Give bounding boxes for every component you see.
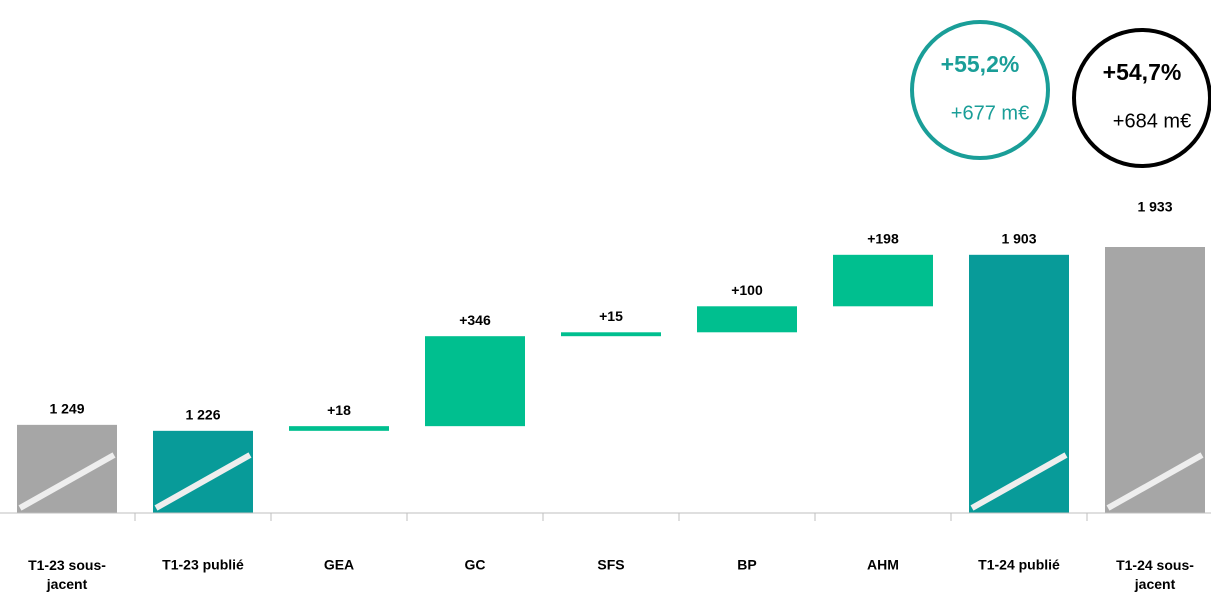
value-label: 1 249 — [49, 401, 84, 417]
axis-break — [1106, 452, 1204, 511]
bar — [289, 426, 389, 431]
x-tick-label: GC — [465, 557, 486, 573]
bar — [697, 306, 797, 333]
axis-break — [154, 452, 252, 511]
value-label: 1 226 — [185, 407, 220, 423]
value-label: +15 — [599, 308, 623, 324]
bubble-text: +677 m€ — [951, 102, 1029, 124]
bubble — [1072, 28, 1211, 168]
axis-break — [970, 452, 1068, 511]
x-tick-label: T1-23 publié — [162, 557, 244, 573]
x-tick-label: SFS — [597, 557, 624, 573]
value-label: +100 — [731, 282, 763, 298]
bar — [425, 336, 525, 427]
bubble-title: +54,7% — [1103, 59, 1182, 85]
value-label: +198 — [867, 231, 899, 247]
bar — [833, 254, 933, 307]
axis-break — [18, 452, 116, 511]
value-label: 1 903 — [1001, 231, 1036, 247]
bubble-title: +55,2% — [941, 51, 1020, 77]
value-label: +18 — [327, 402, 351, 418]
x-tick-label: GEA — [324, 557, 354, 573]
bar — [1105, 247, 1205, 513]
x-tick-label: AHM — [867, 557, 899, 573]
value-label: +346 — [459, 312, 491, 328]
x-tick-label: T1-24 sous-jacent — [1116, 557, 1194, 592]
x-tick-label: BP — [737, 557, 756, 573]
bar — [969, 254, 1069, 513]
value-label: 1 933 — [1137, 199, 1172, 215]
bubble — [910, 20, 1050, 160]
bar — [561, 332, 661, 337]
x-tick-label: T1-24 publié — [978, 557, 1060, 573]
bubble-text: +684 m€ — [1113, 110, 1191, 132]
x-tick-label: T1-23 sous-jacent — [28, 557, 106, 592]
